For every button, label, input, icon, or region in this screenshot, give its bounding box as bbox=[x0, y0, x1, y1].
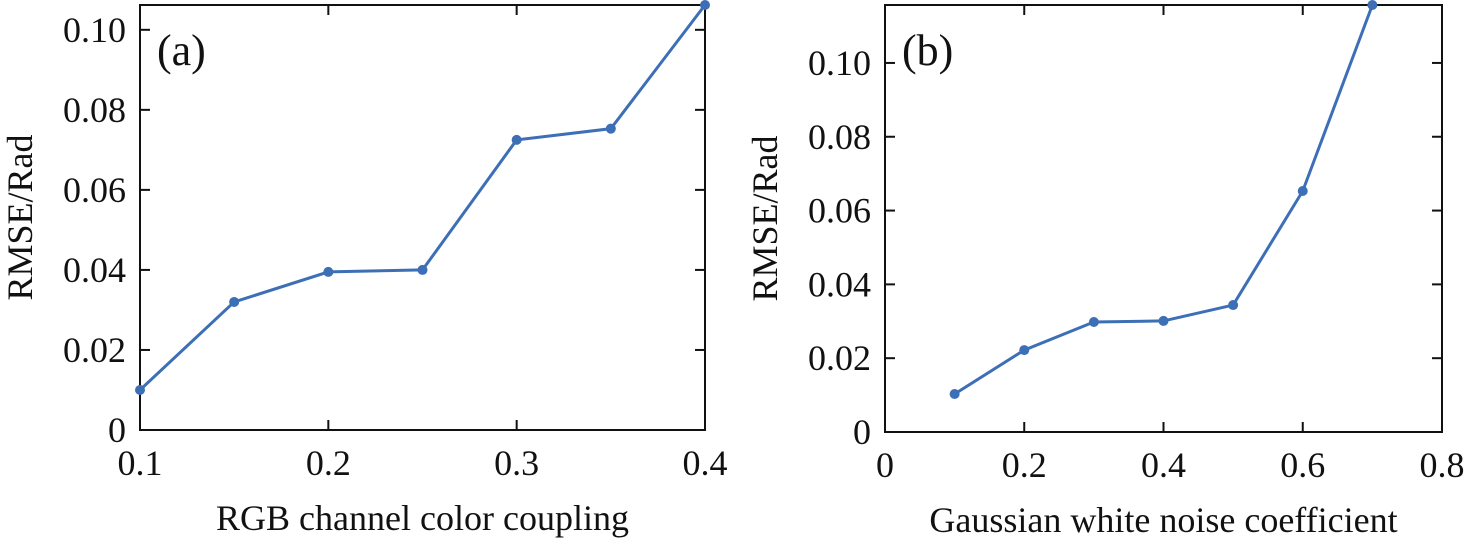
y-tick-label: 0.10 bbox=[808, 43, 871, 83]
x-tick-label: 0.4 bbox=[683, 443, 728, 483]
data-point bbox=[1158, 315, 1169, 326]
data-point bbox=[229, 296, 240, 307]
y-tick-label: 0.02 bbox=[808, 338, 871, 378]
x-tick-label: 0.8 bbox=[1420, 445, 1465, 485]
data-point bbox=[949, 388, 960, 399]
data-point bbox=[1019, 345, 1030, 356]
data-line bbox=[953, 4, 1374, 396]
data-point bbox=[417, 264, 428, 275]
data-point bbox=[323, 266, 334, 277]
data-point bbox=[1297, 186, 1308, 197]
panel-label: (a) bbox=[157, 26, 206, 75]
y-tick-label: 0.06 bbox=[808, 191, 871, 231]
y-axis-label: RMSE/Rad bbox=[745, 135, 785, 301]
y-tick-label: 0.04 bbox=[63, 250, 126, 290]
y-tick-label: 0.06 bbox=[63, 170, 126, 210]
y-tick-label: 0.02 bbox=[63, 330, 126, 370]
y-tick-label: 0 bbox=[108, 410, 126, 450]
data-point bbox=[605, 123, 616, 134]
y-tick-label: 0.08 bbox=[808, 117, 871, 157]
y-tick-label: 0.10 bbox=[63, 10, 126, 50]
plot-frame bbox=[884, 4, 1443, 433]
data-point bbox=[511, 134, 522, 145]
data-point bbox=[1088, 317, 1099, 328]
x-tick-label: 0.2 bbox=[1002, 445, 1047, 485]
plot-frame bbox=[139, 4, 706, 431]
x-tick-label: 0.6 bbox=[1280, 445, 1325, 485]
y-tick-label: 0 bbox=[853, 412, 871, 452]
data-point bbox=[700, 0, 710, 10]
x-tick-label: 0 bbox=[876, 445, 894, 485]
data-point bbox=[1367, 0, 1378, 10]
data-line bbox=[138, 4, 707, 392]
y-tick-label: 0.04 bbox=[808, 264, 871, 304]
panel-label: (b) bbox=[902, 26, 953, 75]
x-tick-label: 0.2 bbox=[306, 443, 351, 483]
x-tick-label: 0.3 bbox=[494, 443, 539, 483]
data-point bbox=[1228, 300, 1239, 311]
x-axis-label: RGB channel color coupling bbox=[216, 498, 629, 538]
x-tick-label: 0.1 bbox=[118, 443, 163, 483]
data-point bbox=[135, 384, 145, 395]
x-tick-label: 0.4 bbox=[1141, 445, 1186, 485]
y-axis-label: RMSE/Rad bbox=[0, 134, 40, 300]
x-axis-label: Gaussian white noise coefficient bbox=[929, 500, 1397, 540]
y-tick-label: 0.08 bbox=[63, 90, 126, 130]
